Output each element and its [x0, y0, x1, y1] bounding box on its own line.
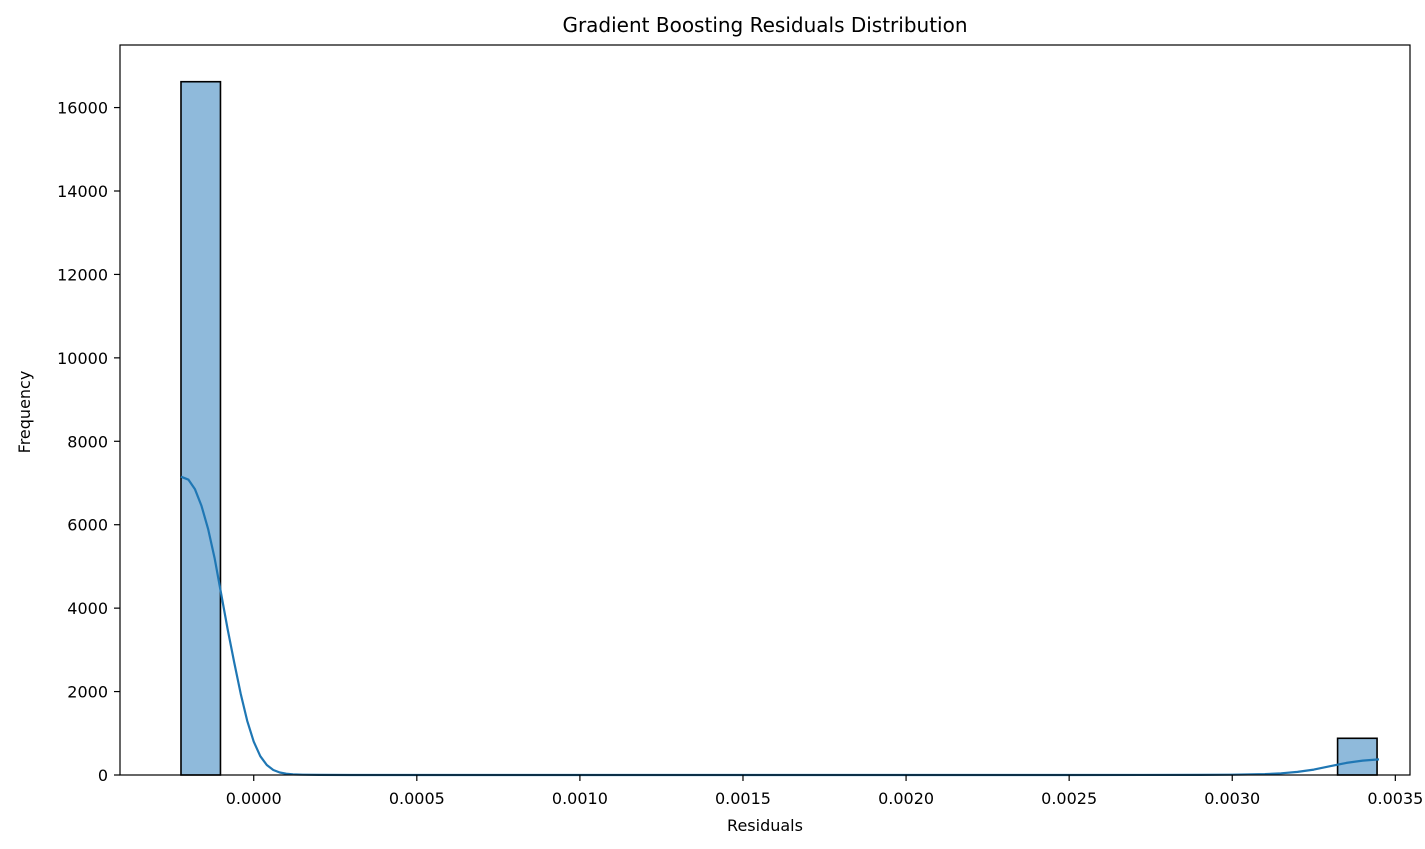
y-tick-label: 0	[98, 766, 108, 785]
x-tick-label: 0.0005	[389, 789, 445, 808]
x-tick-label: 0.0035	[1367, 789, 1423, 808]
chart-title: Gradient Boosting Residuals Distribution	[562, 13, 967, 37]
x-axis-ticks: 0.0000 0.0005 0.0010 0.0015 0.0020 0.0025 0.00…	[226, 775, 1423, 808]
y-tick-label: 2000	[67, 683, 108, 702]
y-tick-label: 6000	[67, 516, 108, 535]
y-axis-ticks: 0 2000 4000 6000 8000 10000 12000 14000 16000	[57, 99, 120, 785]
y-tick-label: 16000	[57, 99, 108, 118]
kde-curve	[180, 475, 1380, 777]
x-tick-label: 0.0025	[1041, 789, 1097, 808]
x-tick-label: 0.0015	[715, 789, 771, 808]
y-axis-label: Frequency	[15, 371, 34, 454]
y-tick-label: 4000	[67, 599, 108, 618]
bars-layer	[180, 80, 1378, 776]
x-tick-label: 0.0030	[1204, 789, 1260, 808]
y-tick-label: 10000	[57, 349, 108, 368]
axes-frame	[119, 44, 1411, 776]
y-tick-label: 8000	[67, 432, 108, 451]
histogram-bar-2	[1336, 737, 1378, 776]
x-tick-label: 0.0010	[552, 789, 608, 808]
x-axis-label: Residuals	[727, 816, 803, 835]
histogram-bar-1	[180, 80, 222, 776]
y-tick-label: 14000	[57, 182, 108, 201]
y-tick-label: 12000	[57, 265, 108, 284]
x-tick-label: 0.0020	[878, 789, 934, 808]
x-tick-label: 0.0000	[226, 789, 282, 808]
